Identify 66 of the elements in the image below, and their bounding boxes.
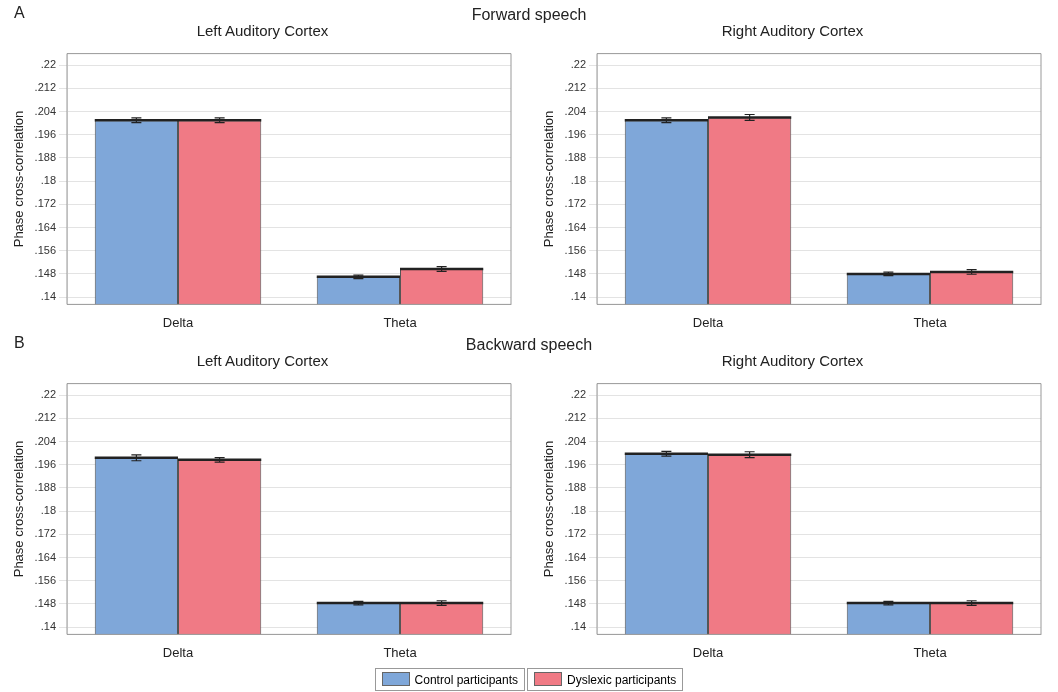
- y-tick-label: .172: [34, 197, 57, 210]
- x-tick-label: Theta: [383, 314, 418, 330]
- chart-title: Right Auditory Cortex: [720, 22, 865, 39]
- y-tick-label: .172: [564, 197, 587, 210]
- y-tick-label: .14: [570, 290, 587, 303]
- y-tick-label: .188: [564, 151, 587, 164]
- y-tick-label: .18: [570, 174, 587, 187]
- x-tick-label: Delta: [692, 644, 724, 660]
- text: Backward speech: [465, 336, 593, 353]
- y-tick-label: .148: [564, 266, 587, 279]
- y-tick-label: .196: [34, 127, 57, 140]
- y-tick-label: .18: [40, 504, 57, 517]
- y-tick-label: .172: [564, 527, 587, 540]
- y-axis-title: Phase cross-correlation: [541, 110, 557, 248]
- y-tick-label: .204: [564, 104, 587, 117]
- y-tick-label: .164: [564, 220, 587, 233]
- y-tick-label: .196: [34, 457, 57, 470]
- y-tick-label: .148: [564, 596, 587, 609]
- y-tick-label: .212: [564, 81, 587, 94]
- y-tick-label: .156: [564, 573, 587, 586]
- y-tick-label: .22: [570, 388, 587, 401]
- x-tick-label: Theta: [383, 644, 418, 660]
- y-tick-label: .164: [34, 550, 57, 563]
- x-tick-label: Delta: [162, 644, 194, 660]
- y-tick-label: .212: [34, 411, 57, 424]
- y-tick-label: .22: [40, 388, 57, 401]
- y-tick-label: .22: [40, 58, 57, 71]
- chart-title: Left Auditory Cortex: [195, 22, 330, 39]
- y-tick-label: .18: [40, 174, 57, 187]
- y-axis-title: Phase cross-correlation: [11, 440, 27, 578]
- y-tick-label: .196: [564, 127, 587, 140]
- text: B: [14, 334, 25, 352]
- y-tick-label: .204: [564, 434, 587, 447]
- y-tick-label: .212: [34, 81, 57, 94]
- y-tick-label: .18: [570, 504, 587, 517]
- y-tick-label: .204: [34, 434, 57, 447]
- y-tick-label: .164: [564, 550, 587, 563]
- y-tick-label: .148: [34, 596, 57, 609]
- y-tick-label: .172: [34, 527, 57, 540]
- x-tick-label: Theta: [913, 644, 948, 660]
- y-axis-title: Phase cross-correlation: [11, 110, 27, 248]
- y-tick-label: .22: [570, 58, 587, 71]
- y-tick-label: .188: [34, 481, 57, 494]
- x-tick-label: Delta: [692, 314, 724, 330]
- y-tick-label: .14: [570, 620, 587, 633]
- x-tick-label: Theta: [913, 314, 948, 330]
- y-tick-label: .14: [40, 290, 57, 303]
- chart-title: Right Auditory Cortex: [720, 352, 865, 369]
- y-tick-label: .188: [34, 151, 57, 164]
- text: Forward speech: [471, 6, 587, 23]
- y-tick-label: .156: [34, 573, 57, 586]
- y-tick-label: .204: [34, 104, 57, 117]
- y-tick-label: .148: [34, 266, 57, 279]
- y-tick-label: .156: [564, 243, 587, 256]
- y-tick-label: .196: [564, 457, 587, 470]
- y-tick-label: .188: [564, 481, 587, 494]
- chart-title: Left Auditory Cortex: [195, 352, 330, 369]
- y-tick-label: .212: [564, 411, 587, 424]
- y-tick-label: .156: [34, 243, 57, 256]
- x-tick-label: Delta: [162, 314, 194, 330]
- y-axis-title: Phase cross-correlation: [541, 440, 557, 578]
- y-tick-label: .164: [34, 220, 57, 233]
- y-tick-label: .14: [40, 620, 57, 633]
- legend-label: Control participants: [414, 673, 518, 687]
- legend-label: Dyslexic participants: [567, 673, 677, 687]
- text: A: [14, 4, 25, 22]
